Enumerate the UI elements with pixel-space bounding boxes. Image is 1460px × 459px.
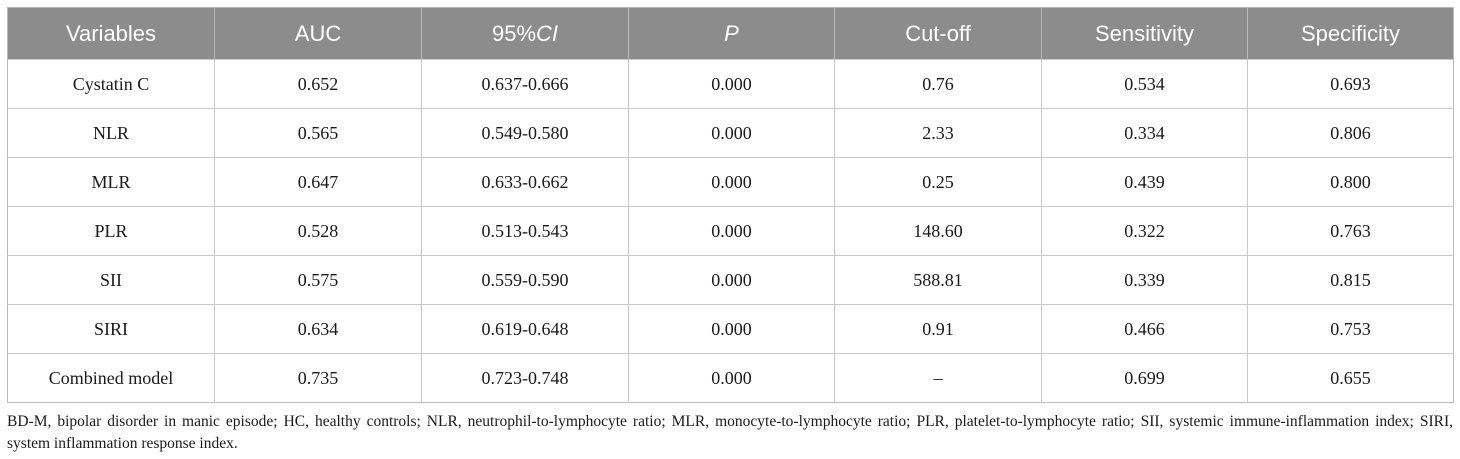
table-row: Cystatin C 0.652 0.637-0.666 0.000 0.76 …: [7, 59, 1454, 109]
cell-p: 0.000: [628, 108, 835, 158]
header-specificity: Specificity: [1247, 7, 1454, 60]
cell-ci: 0.619-0.648: [421, 304, 629, 354]
cell-specificity: 0.800: [1247, 157, 1454, 207]
table-footnote: BD-M, bipolar disorder in manic episode;…: [7, 413, 1453, 452]
cell-sensitivity: 0.466: [1041, 304, 1248, 354]
cell-auc: 0.528: [214, 206, 422, 256]
cell-variable: NLR: [7, 108, 215, 158]
cell-auc: 0.652: [214, 59, 422, 109]
cell-cutoff: –: [834, 353, 1042, 403]
cell-variable: Cystatin C: [7, 59, 215, 109]
table-row: SII 0.575 0.559-0.590 0.000 588.81 0.339…: [7, 255, 1454, 305]
cell-sensitivity: 0.334: [1041, 108, 1248, 158]
cell-specificity: 0.806: [1247, 108, 1454, 158]
cell-p: 0.000: [628, 206, 835, 256]
table-header-row: Variables AUC 95%CI P Cut-off Sensitivit…: [7, 7, 1454, 60]
cell-ci: 0.513-0.543: [421, 206, 629, 256]
header-cutoff: Cut-off: [834, 7, 1042, 60]
cell-auc: 0.634: [214, 304, 422, 354]
cell-ci: 0.559-0.590: [421, 255, 629, 305]
header-auc: AUC: [214, 7, 422, 60]
header-p: P: [628, 7, 835, 60]
cell-specificity: 0.753: [1247, 304, 1454, 354]
table-container: Variables AUC 95%CI P Cut-off Sensitivit…: [7, 7, 1454, 455]
cell-auc: 0.735: [214, 353, 422, 403]
table-row: PLR 0.528 0.513-0.543 0.000 148.60 0.322…: [7, 206, 1454, 256]
table-row: Combined model 0.735 0.723-0.748 0.000 –…: [7, 353, 1454, 403]
header-95ci: 95%CI: [421, 7, 629, 60]
cell-cutoff: 0.91: [834, 304, 1042, 354]
table-row: SIRI 0.634 0.619-0.648 0.000 0.91 0.466 …: [7, 304, 1454, 354]
cell-variable: Combined model: [7, 353, 215, 403]
cell-auc: 0.647: [214, 157, 422, 207]
cell-sensitivity: 0.322: [1041, 206, 1248, 256]
cell-ci: 0.633-0.662: [421, 157, 629, 207]
cell-p: 0.000: [628, 353, 835, 403]
cell-specificity: 0.815: [1247, 255, 1454, 305]
cell-specificity: 0.655: [1247, 353, 1454, 403]
cell-sensitivity: 0.699: [1041, 353, 1248, 403]
header-sensitivity: Sensitivity: [1041, 7, 1248, 60]
cell-ci: 0.723-0.748: [421, 353, 629, 403]
table-row: NLR 0.565 0.549-0.580 0.000 2.33 0.334 0…: [7, 108, 1454, 158]
cell-p: 0.000: [628, 255, 835, 305]
cell-sensitivity: 0.534: [1041, 59, 1248, 109]
cell-variable: PLR: [7, 206, 215, 256]
roc-results-table: Variables AUC 95%CI P Cut-off Sensitivit…: [7, 7, 1454, 403]
cell-p: 0.000: [628, 59, 835, 109]
cell-specificity: 0.763: [1247, 206, 1454, 256]
cell-p: 0.000: [628, 157, 835, 207]
cell-cutoff: 0.76: [834, 59, 1042, 109]
cell-ci: 0.637-0.666: [421, 59, 629, 109]
cell-cutoff: 588.81: [834, 255, 1042, 305]
header-variables: Variables: [7, 7, 215, 60]
cell-specificity: 0.693: [1247, 59, 1454, 109]
header-ci-italic: CI: [536, 20, 559, 46]
cell-variable: SIRI: [7, 304, 215, 354]
cell-ci: 0.549-0.580: [421, 108, 629, 158]
cell-sensitivity: 0.439: [1041, 157, 1248, 207]
table-row: MLR 0.647 0.633-0.662 0.000 0.25 0.439 0…: [7, 157, 1454, 207]
cell-cutoff: 148.60: [834, 206, 1042, 256]
header-ci-prefix: 95%: [491, 20, 537, 46]
cell-variable: SII: [7, 255, 215, 305]
cell-auc: 0.565: [214, 108, 422, 158]
cell-sensitivity: 0.339: [1041, 255, 1248, 305]
cell-variable: MLR: [7, 157, 215, 207]
cell-cutoff: 0.25: [834, 157, 1042, 207]
cell-p: 0.000: [628, 304, 835, 354]
cell-cutoff: 2.33: [834, 108, 1042, 158]
cell-auc: 0.575: [214, 255, 422, 305]
